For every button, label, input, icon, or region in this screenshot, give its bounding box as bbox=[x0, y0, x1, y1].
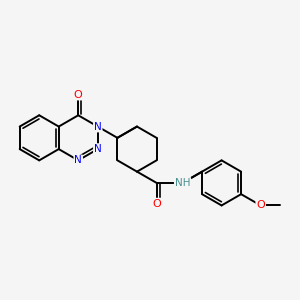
Text: N: N bbox=[74, 155, 82, 165]
Text: N: N bbox=[94, 144, 102, 154]
Text: O: O bbox=[74, 89, 82, 100]
Text: O: O bbox=[256, 200, 265, 211]
Text: O: O bbox=[152, 199, 161, 208]
Text: NH: NH bbox=[175, 178, 190, 188]
Text: N: N bbox=[94, 122, 102, 132]
